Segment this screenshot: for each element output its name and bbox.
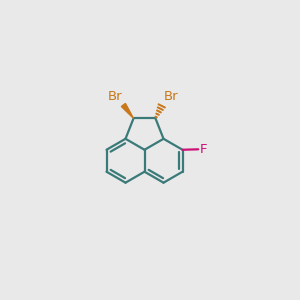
Text: F: F	[200, 143, 207, 156]
Text: Br: Br	[108, 90, 122, 103]
Polygon shape	[121, 103, 134, 118]
Text: Br: Br	[163, 90, 178, 103]
